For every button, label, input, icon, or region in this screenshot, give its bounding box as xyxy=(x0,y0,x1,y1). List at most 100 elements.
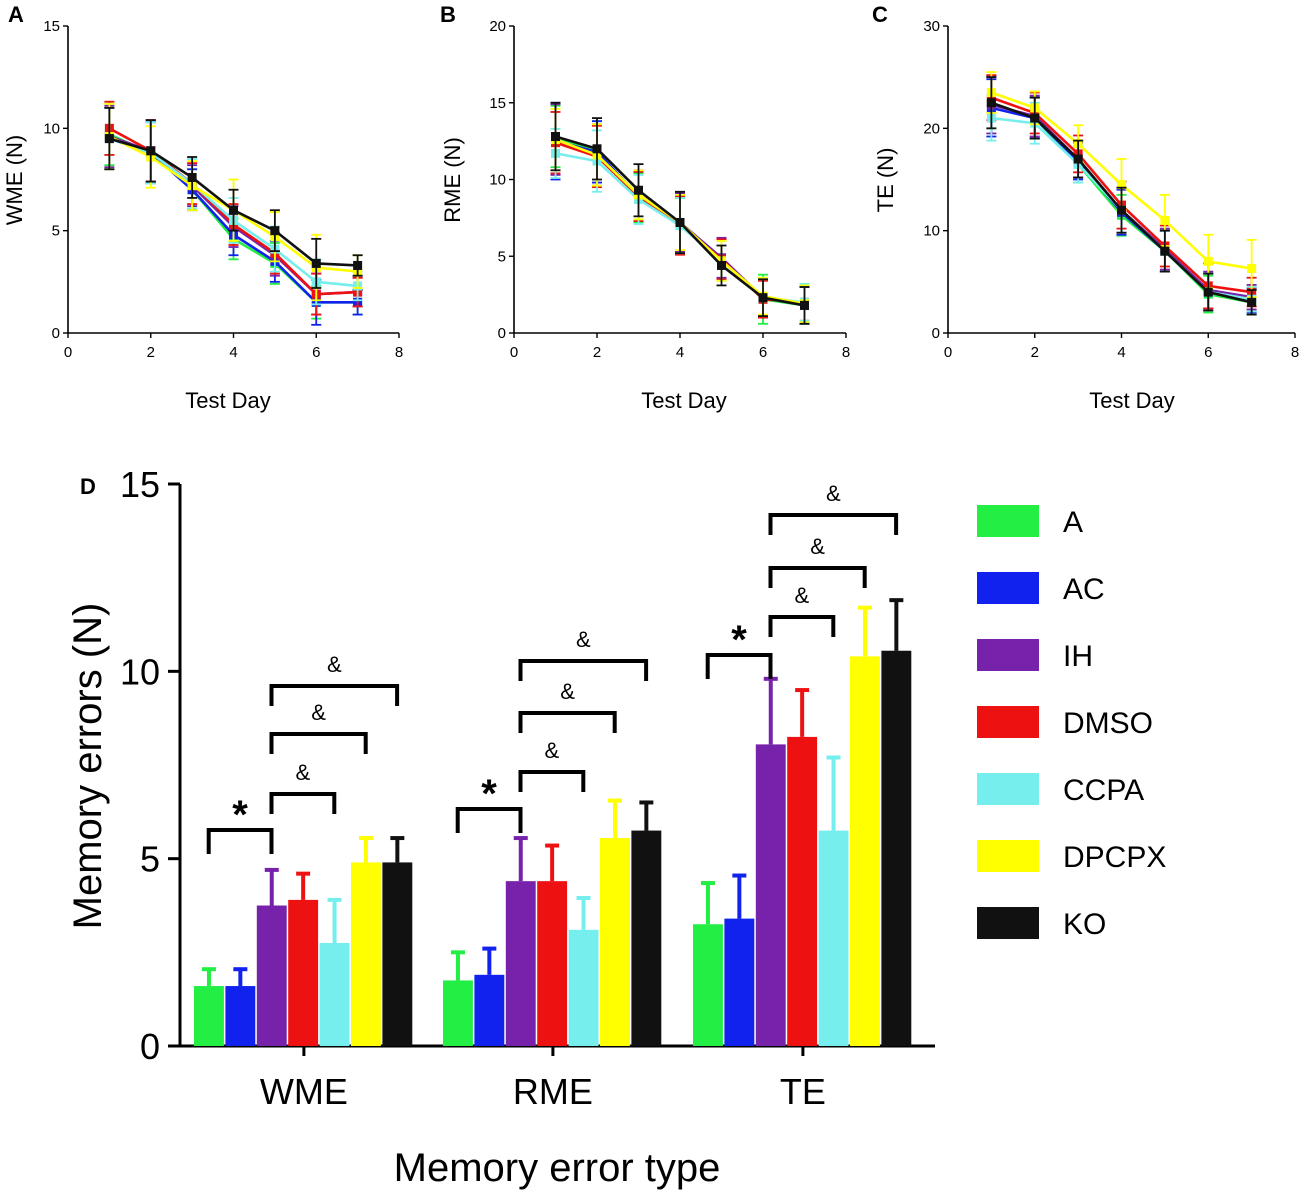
significance-bracket xyxy=(518,711,617,733)
bar-ac-wme xyxy=(225,986,256,1046)
panel-c-line-chart: C TE (N) Test Day 0 10 20 30 0 2 4 6 8 xyxy=(872,2,1299,413)
panel-d-x-axis-label: Memory error type xyxy=(394,1146,721,1190)
data-point xyxy=(1160,215,1170,225)
panel-a-y-axis-label: WME (N) xyxy=(2,135,27,225)
significance-star: * xyxy=(232,793,248,837)
significance-ampersand: & xyxy=(810,534,825,559)
bar-ih-te xyxy=(755,744,786,1046)
significance-star: * xyxy=(731,618,747,662)
panel-a-y-tick-label: 5 xyxy=(52,223,60,240)
panel-b-x-tick-label: 2 xyxy=(593,344,601,361)
data-point xyxy=(1160,246,1170,256)
significance-bracket xyxy=(768,615,836,637)
significance-bracket xyxy=(705,653,773,679)
panel-d-y-tick-label: 5 xyxy=(140,839,160,880)
legend-swatch xyxy=(977,840,1039,872)
panel-d-x-tick-label: WME xyxy=(260,1071,348,1112)
panel-d-y-tick-label: 10 xyxy=(120,651,160,692)
panel-b-y-tick-label: 0 xyxy=(498,325,506,342)
significance-ampersand: & xyxy=(545,738,560,763)
panel-d-y-tick-label: 0 xyxy=(140,1026,160,1067)
panel-c-series-ko xyxy=(986,76,1257,316)
data-point xyxy=(986,98,996,108)
significance-bracket xyxy=(455,807,523,833)
panel-b-x-tick-label: 4 xyxy=(676,344,684,361)
data-point xyxy=(270,226,280,236)
data-point xyxy=(675,217,685,227)
panel-a-y-tick-label: 15 xyxy=(43,18,60,35)
data-point xyxy=(1203,256,1213,266)
data-point xyxy=(1030,113,1040,123)
panel-b-x-tick-label: 0 xyxy=(510,344,518,361)
panel-a-x-tick-label: 8 xyxy=(395,344,403,361)
legend-swatch xyxy=(977,572,1039,604)
legend-label: A xyxy=(1063,506,1083,539)
significance-star: * xyxy=(481,772,497,816)
legend-item-dpcpx: DPCPX xyxy=(977,840,1166,874)
panel-c-y-axis-label: TE (N) xyxy=(873,148,898,213)
bar-ko-wme xyxy=(382,862,413,1046)
panel-label-b: B xyxy=(440,2,456,27)
significance-ampersand: & xyxy=(795,583,810,608)
panel-label-a: A xyxy=(8,2,24,27)
legend-item-dmso: DMSO xyxy=(977,706,1153,740)
bar-dpcpx-te xyxy=(850,656,880,1046)
data-point xyxy=(1203,287,1213,297)
significance-bracket xyxy=(518,659,649,681)
panel-b-y-tick-label: 15 xyxy=(489,95,506,112)
legend-label: DPCPX xyxy=(1063,841,1166,874)
legend-swatch xyxy=(977,907,1039,939)
panel-c-y-tick-label: 20 xyxy=(923,120,940,137)
bar-dpcpx-wme xyxy=(351,862,381,1046)
bar-ccpa-wme xyxy=(319,942,350,1046)
legend-label: AC xyxy=(1063,573,1105,606)
panel-label-c: C xyxy=(872,2,888,27)
panel-c-x-tick-label: 0 xyxy=(944,344,952,361)
panel-c-plot-area: 0 10 20 30 0 2 4 6 8 xyxy=(923,18,1299,361)
legend-swatch xyxy=(977,706,1039,738)
panel-b-x-tick-label: 8 xyxy=(842,344,850,361)
panel-b-series-ko xyxy=(550,101,810,325)
bar-ac-rme xyxy=(474,974,505,1046)
significance-bracket xyxy=(269,732,368,754)
panel-a-y-tick-label: 10 xyxy=(43,120,60,137)
data-point xyxy=(1247,297,1257,307)
data-point xyxy=(187,172,197,182)
significance-bracket xyxy=(768,566,867,588)
legend-item-ac: AC xyxy=(977,572,1105,606)
data-point xyxy=(800,300,809,310)
bar-ih-rme xyxy=(505,881,536,1046)
panel-d-x-tick-label: RME xyxy=(513,1071,593,1112)
bar-dpcpx-rme xyxy=(600,838,630,1046)
panel-label-d: D xyxy=(80,474,96,499)
significance-bracket xyxy=(269,792,337,814)
panel-b-x-tick-label: 6 xyxy=(759,344,767,361)
panel-a-line-chart: A WME (N) Test Day 0 5 10 15 0 2 4 6 8 xyxy=(2,2,403,413)
bar-ccpa-te xyxy=(818,830,849,1046)
data-point xyxy=(1073,154,1083,164)
panel-c-y-tick-label: 30 xyxy=(923,18,940,35)
panel-c-x-tick-label: 2 xyxy=(1031,344,1039,361)
panel-c-x-tick-label: 8 xyxy=(1291,344,1299,361)
panel-c-series-dpcpx xyxy=(986,71,1257,299)
panel-d-bar-chart: D Memory errors (N) Memory error type 0 5… xyxy=(66,464,1166,1190)
panel-a-x-tick-label: 6 xyxy=(312,344,320,361)
panel-a-x-tick-label: 2 xyxy=(147,344,155,361)
legend-swatch xyxy=(977,773,1039,805)
bar-dmso-wme xyxy=(288,899,319,1046)
bar-ih-wme xyxy=(256,905,287,1046)
panel-a-x-axis-label: Test Day xyxy=(185,388,271,413)
panel-a-x-tick-label: 4 xyxy=(229,344,237,361)
legend-item-a: A xyxy=(977,505,1083,539)
legend-swatch xyxy=(977,505,1039,537)
significance-ampersand: & xyxy=(327,652,342,677)
data-point xyxy=(1117,180,1126,190)
panel-c-x-tick-label: 6 xyxy=(1204,344,1212,361)
panel-b-y-axis-label: RME (N) xyxy=(440,137,465,223)
panel-b-y-tick-label: 10 xyxy=(489,172,506,189)
significance-bracket xyxy=(518,770,586,792)
panel-d-x-tick-label: TE xyxy=(780,1071,826,1112)
legend-label: DMSO xyxy=(1063,707,1153,740)
bar-ko-te xyxy=(881,650,912,1046)
